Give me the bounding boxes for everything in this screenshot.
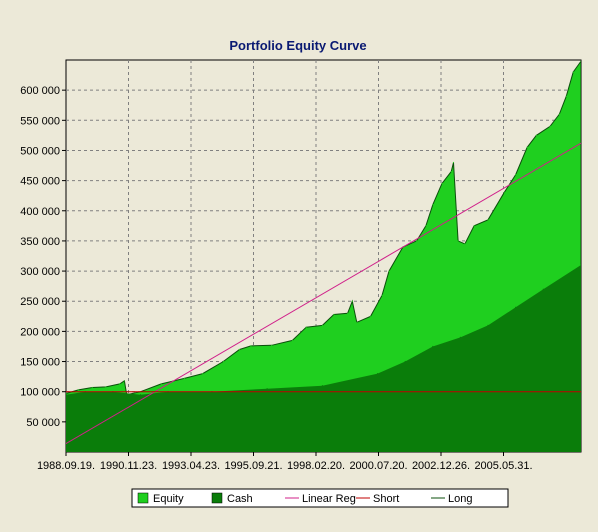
x-tick-label: 1995.09.21. [224,460,282,472]
data-point [572,71,574,73]
data-point [459,336,461,338]
data-point [487,324,489,326]
data-point [321,324,323,326]
y-tick-label: 300 000 [20,266,60,278]
x-tick-label: 1993.04.23. [162,460,220,472]
y-tick-label: 400 000 [20,206,60,218]
data-point [381,294,383,296]
data-point [425,225,427,227]
x-tick-label: 1988.09.19. [37,460,95,472]
data-point [105,386,107,388]
data-point [377,373,379,375]
y-tick-label: 550 000 [20,115,60,127]
axes: 50 000 100 000 150 000 200 000 250 000 300 00… [20,85,532,472]
data-point [464,243,466,245]
data-point [222,360,224,363]
data-point [123,380,125,382]
data-point [549,125,551,127]
x-tick-label: 1998.02.20. [287,460,345,472]
data-point [450,171,452,173]
legend-label-short: Short [373,493,399,505]
data-point [565,95,567,97]
data-point [238,348,241,351]
data-point [77,389,79,391]
series-layer [66,60,581,452]
data-point [432,204,434,206]
data-point [119,383,121,385]
data-point [66,392,67,395]
data-point [542,288,544,290]
data-point [291,339,293,341]
data-point [526,146,528,148]
y-tick-label: 250 000 [20,296,60,308]
series-linear-reg-line [66,142,581,445]
legend-swatch-equity [137,492,149,504]
y-tick-label: 100 000 [20,387,60,399]
legend-label-linear-reg: Linear Reg [302,493,356,505]
data-point [580,60,581,62]
y-tick-label: 200 000 [20,326,60,338]
y-tick-label: 600 000 [20,85,60,97]
data-point [91,386,93,389]
data-point [271,344,273,346]
data-point [432,345,434,348]
data-point [473,225,475,227]
data-point [515,174,517,176]
data-point [404,360,406,363]
legend-box [131,488,509,508]
data-point [139,394,142,396]
y-tick-label: 50 000 [26,417,60,429]
x-tick-label: 2005.05.31. [474,460,532,472]
data-point [266,388,268,390]
data-point [558,113,560,115]
data-point [202,373,204,375]
x-tick-label: 2000.07.20. [349,460,407,472]
data-point [535,134,537,136]
data-point [356,321,358,323]
y-tick-label: 350 000 [20,236,60,248]
data-point [441,183,443,185]
data-point [503,192,505,194]
legend: Equity Cash Linear Reg Short Long [131,488,509,508]
x-tick-label: 1990.11.23. [100,460,157,472]
data-point [333,313,335,316]
data-point [250,345,252,347]
legend-label-long: Long [448,493,472,505]
data-point [183,377,185,379]
data-point [487,219,489,221]
legend-label-equity: Equity [153,493,184,505]
y-tick-label: 450 000 [20,176,60,188]
data-point [457,240,459,242]
data-point [580,264,581,266]
data-point [452,161,455,164]
data-point [66,394,67,396]
data-point [305,326,307,328]
y-tick-label: 500 000 [20,145,60,157]
data-point [515,306,517,308]
x-tick-label: 2002.12.26. [412,460,470,472]
data-point [160,383,162,385]
data-point [388,270,390,272]
legend-swatch-cash [211,492,223,504]
data-point [321,385,323,387]
chart-title: Portfolio Equity Curve [229,38,366,53]
data-point [351,300,353,302]
data-point [347,312,349,314]
series-cash-area [66,265,581,452]
data-point [416,240,418,242]
y-tick-label: 150 000 [20,357,60,369]
legend-label-cash: Cash [227,493,253,505]
data-point [370,315,372,317]
